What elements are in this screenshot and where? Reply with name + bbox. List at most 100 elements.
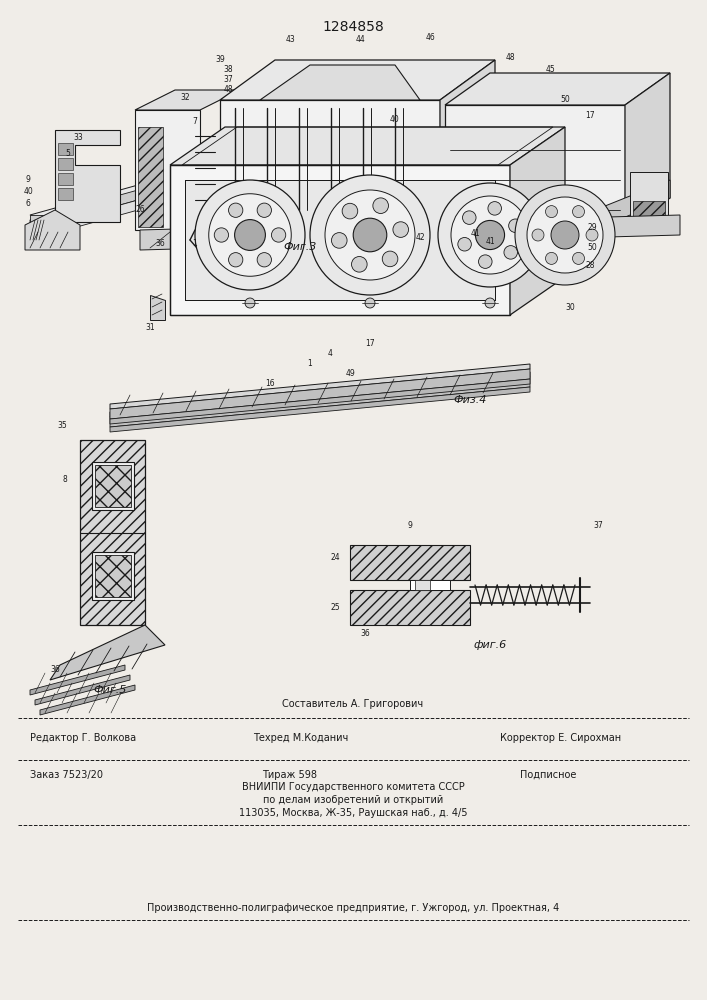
Text: 17: 17 [585, 110, 595, 119]
Polygon shape [445, 73, 670, 105]
Bar [350, 545, 470, 580]
Polygon shape [150, 295, 165, 320]
Polygon shape [40, 685, 135, 715]
Text: 28: 28 [585, 260, 595, 269]
Circle shape [573, 252, 585, 264]
Text: 17: 17 [366, 338, 375, 348]
Circle shape [271, 228, 286, 242]
Bar [58, 173, 73, 185]
Polygon shape [50, 625, 165, 680]
Bar [410, 580, 450, 590]
Text: 113035, Москва, Ж-35, Раушская наб., д. 4/5: 113035, Москва, Ж-35, Раушская наб., д. … [239, 808, 467, 818]
Polygon shape [55, 130, 120, 222]
Text: 43: 43 [285, 35, 295, 44]
Text: 39: 39 [215, 55, 225, 64]
Circle shape [479, 255, 492, 268]
Text: 37: 37 [223, 76, 233, 85]
Circle shape [342, 203, 358, 219]
Circle shape [310, 175, 430, 295]
Text: 40: 40 [23, 188, 33, 196]
Bar [633, 201, 665, 219]
Text: 40: 40 [390, 115, 400, 124]
Bar [95, 465, 131, 507]
Circle shape [475, 220, 505, 250]
Bar [58, 143, 73, 155]
Circle shape [586, 229, 598, 241]
Polygon shape [135, 90, 240, 110]
Text: 33: 33 [73, 132, 83, 141]
Polygon shape [110, 369, 530, 419]
Text: 30: 30 [565, 302, 575, 312]
Polygon shape [250, 228, 350, 250]
Circle shape [393, 222, 409, 237]
Text: 8: 8 [63, 476, 67, 485]
Bar [350, 590, 470, 625]
Text: 48: 48 [506, 52, 515, 62]
Text: 41: 41 [485, 237, 495, 246]
Text: 25: 25 [330, 603, 340, 612]
Polygon shape [35, 675, 130, 705]
Circle shape [515, 185, 615, 285]
Text: Физ.4: Физ.4 [453, 395, 486, 405]
Text: 6: 6 [25, 200, 30, 209]
Circle shape [195, 180, 305, 290]
Polygon shape [110, 372, 530, 417]
Polygon shape [80, 440, 145, 625]
Circle shape [458, 237, 472, 251]
Text: 50: 50 [560, 96, 570, 104]
Text: Тираж 598: Тираж 598 [262, 770, 317, 780]
Polygon shape [30, 665, 125, 695]
Circle shape [573, 206, 585, 218]
Text: 45: 45 [545, 66, 555, 75]
Circle shape [228, 203, 243, 217]
Polygon shape [220, 100, 440, 220]
Polygon shape [170, 127, 565, 165]
Polygon shape [445, 105, 625, 230]
Circle shape [504, 246, 518, 259]
Circle shape [332, 233, 347, 248]
Polygon shape [440, 175, 445, 215]
Circle shape [245, 298, 255, 308]
Text: 16: 16 [265, 378, 275, 387]
Text: 50: 50 [587, 242, 597, 251]
Text: Редактор Г. Волкова: Редактор Г. Волкова [30, 733, 136, 743]
Text: Составитель А. Григорович: Составитель А. Григорович [282, 699, 423, 709]
Text: 41: 41 [470, 230, 480, 238]
Polygon shape [135, 110, 200, 230]
Text: 46: 46 [425, 33, 435, 42]
Text: 44: 44 [355, 35, 365, 44]
Circle shape [235, 220, 265, 250]
Bar [138, 127, 163, 227]
Text: 36: 36 [360, 629, 370, 638]
Circle shape [462, 211, 476, 224]
Circle shape [508, 219, 522, 233]
Text: Корректор Е. Сирохман: Корректор Е. Сирохман [500, 733, 621, 743]
Circle shape [488, 202, 501, 215]
Circle shape [257, 253, 271, 267]
Circle shape [351, 257, 367, 272]
Text: 31: 31 [145, 322, 155, 332]
Text: 38: 38 [223, 66, 233, 75]
Circle shape [382, 251, 398, 267]
Text: 9: 9 [25, 176, 30, 184]
Text: Техред М.Коданич: Техред М.Коданич [253, 733, 349, 743]
Text: Подписное: Подписное [520, 770, 576, 780]
Polygon shape [30, 170, 210, 230]
Text: 42: 42 [415, 233, 425, 242]
Bar [95, 555, 131, 597]
Text: 1: 1 [192, 239, 197, 248]
Circle shape [532, 229, 544, 241]
Bar [92, 462, 134, 510]
Circle shape [373, 198, 388, 213]
Circle shape [485, 298, 495, 308]
Bar [185, 180, 495, 300]
Polygon shape [440, 60, 495, 220]
Text: ВНИИПИ Государственного комитета СССР: ВНИИПИ Государственного комитета СССР [242, 782, 464, 792]
Polygon shape [625, 73, 670, 230]
Polygon shape [25, 210, 80, 250]
Polygon shape [220, 60, 495, 100]
Text: 35: 35 [57, 420, 67, 430]
Polygon shape [110, 364, 530, 409]
Polygon shape [595, 180, 670, 230]
Text: 32: 32 [180, 94, 189, 103]
